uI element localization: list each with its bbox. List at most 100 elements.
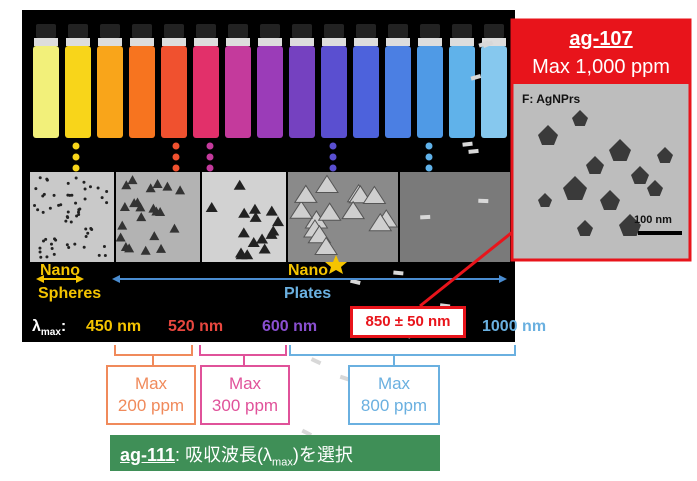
vial (417, 46, 443, 138)
vial-cap (68, 24, 88, 38)
particle (105, 201, 109, 205)
particle (77, 212, 81, 216)
particle (462, 141, 473, 147)
limit-line: Max (134, 374, 168, 393)
vial (353, 46, 379, 138)
limit-box: Max 800 ppm (348, 365, 440, 425)
spheres-label: Nano (40, 262, 80, 279)
particle (45, 177, 49, 181)
particle (233, 179, 246, 190)
particle (84, 234, 88, 238)
particle (482, 40, 494, 48)
vial-cap (260, 24, 280, 38)
particle (175, 185, 186, 195)
dot (172, 142, 180, 150)
vial (65, 46, 91, 138)
particle (57, 203, 61, 207)
particle (105, 190, 109, 194)
particle (69, 220, 73, 224)
vial-neck (386, 38, 410, 46)
colon: : (60, 318, 67, 335)
footer-bar (110, 435, 440, 471)
particle (148, 203, 159, 213)
footer-part: )を選択 (292, 445, 353, 465)
particle (33, 204, 37, 208)
particle (149, 231, 160, 241)
particle (478, 198, 489, 204)
plates-label: Plates (284, 285, 332, 302)
particle (65, 243, 69, 247)
vial-cap (452, 24, 472, 38)
particle (247, 237, 260, 248)
dot (425, 164, 433, 172)
arrow-head (499, 275, 507, 283)
vial-cap (484, 24, 504, 38)
particle (34, 187, 38, 191)
particle (258, 243, 271, 254)
particle (50, 246, 54, 250)
particle (66, 181, 70, 185)
particle (468, 148, 479, 154)
wavelength: 1000 nm (482, 318, 547, 335)
vial (385, 46, 411, 138)
vial-neck (34, 38, 58, 46)
vial-neck (194, 38, 218, 46)
vial (257, 46, 283, 138)
particle (265, 228, 278, 239)
vial-cap (420, 24, 440, 38)
particle (70, 193, 74, 197)
scale-label: 100 nm (634, 214, 672, 226)
limit-line: Max (228, 374, 262, 393)
particle (67, 246, 71, 250)
vial (481, 46, 507, 138)
vial-neck (482, 38, 506, 46)
limit-line: 800 ppm (360, 396, 428, 415)
lambda-sub: max (40, 327, 61, 339)
vial (33, 46, 59, 138)
vial-neck (130, 38, 154, 46)
particle (82, 180, 86, 184)
particle (205, 202, 218, 213)
limit-box: Max 200 ppm (106, 365, 196, 425)
particle (117, 220, 128, 230)
vial-neck (290, 38, 314, 46)
dot (425, 142, 433, 150)
particle (348, 184, 373, 204)
vial-cap (324, 24, 344, 38)
particle (362, 185, 387, 204)
particle (339, 374, 351, 382)
plate (563, 176, 587, 200)
callout-arrow (419, 220, 526, 308)
particle (315, 174, 339, 194)
particle (83, 197, 87, 201)
callout-subtitle: Max 1,000 ppm (532, 56, 670, 78)
footer-sub: max (272, 456, 293, 469)
particle (83, 187, 87, 191)
image-label: F: AgNPrs (522, 92, 581, 106)
vial-cap (292, 24, 312, 38)
dot (72, 153, 80, 161)
arrow-head (76, 275, 84, 283)
particle (38, 246, 42, 250)
vial (193, 46, 219, 138)
color-dots (72, 142, 433, 172)
particle (140, 245, 151, 255)
particle (82, 245, 86, 249)
footer-code: ag-111 (120, 445, 176, 465)
particle (73, 242, 77, 246)
vials (33, 24, 507, 138)
particle (68, 193, 72, 197)
plate (572, 110, 588, 126)
plate (657, 147, 673, 163)
particle (100, 196, 104, 200)
particle (129, 198, 140, 208)
particle (152, 178, 163, 188)
vial (97, 46, 123, 138)
vial (129, 46, 155, 138)
particle (350, 278, 361, 286)
limit-line: 200 ppm (117, 396, 185, 415)
particle (78, 207, 82, 211)
particle (39, 255, 43, 259)
particle (301, 428, 313, 437)
particle (393, 270, 404, 276)
